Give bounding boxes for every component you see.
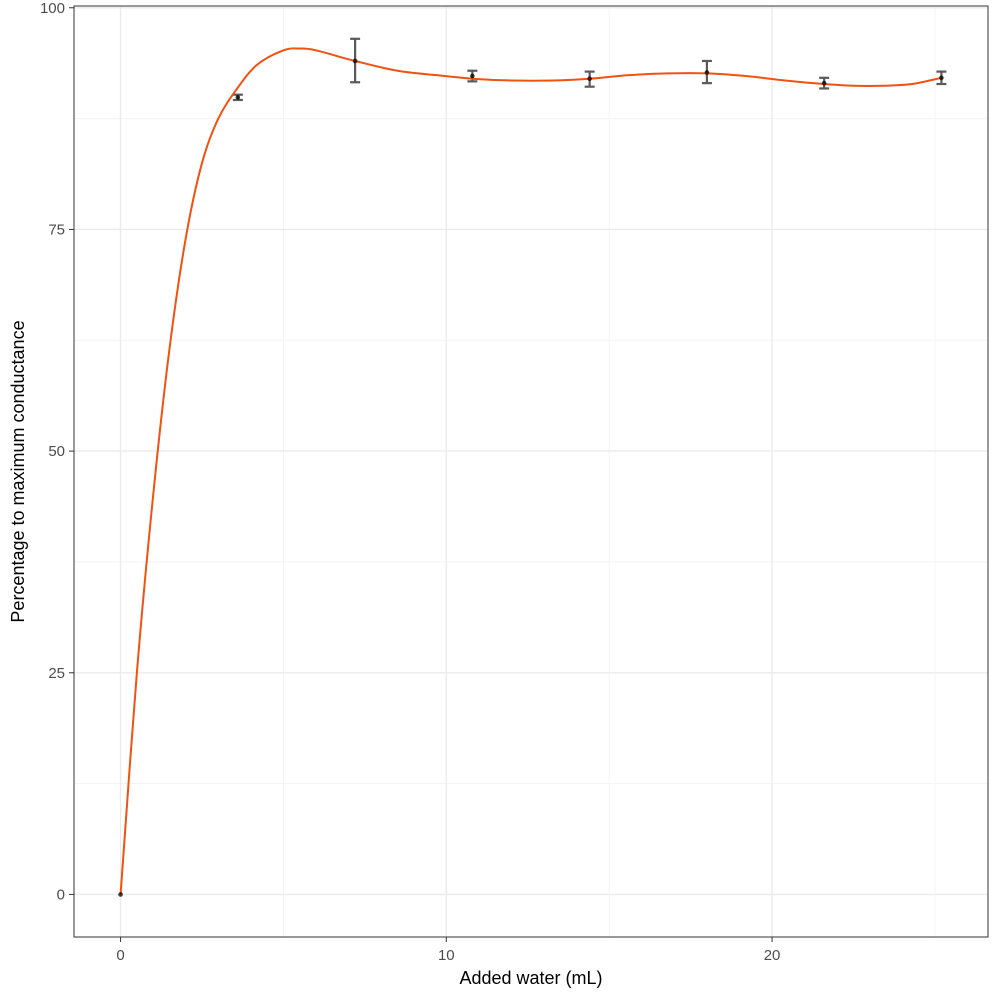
data-point: [939, 75, 944, 81]
error-bars: [232, 37, 947, 102]
panel-border: [73, 5, 989, 938]
axis-ticks: [69, 7, 773, 942]
y-tick-label: 75: [48, 221, 65, 238]
y-tick-label: 0: [57, 886, 65, 903]
x-tick-label: 0: [116, 947, 124, 964]
data-point: [821, 80, 827, 86]
x-tick-label: 10: [438, 947, 455, 964]
x-tick-labels: 0 10 20: [116, 947, 780, 964]
y-tick-label: 100: [40, 0, 65, 17]
data-point: [587, 76, 592, 82]
fit-line: [119, 47, 942, 895]
x-axis-title: Added water (mL): [459, 968, 602, 988]
x-tick-label: 20: [764, 947, 781, 964]
grid: [74, 6, 988, 937]
y-tick-labels: 0 25 50 75 100: [40, 0, 65, 903]
y-axis-title: Percentage to maximum conductance: [8, 320, 28, 622]
y-tick-label: 25: [48, 665, 65, 682]
data-point: [704, 70, 710, 75]
y-tick-label: 50: [48, 443, 65, 460]
data-point: [235, 95, 241, 100]
data-points: [118, 58, 944, 897]
data-point: [352, 58, 358, 64]
data-point: [118, 892, 123, 897]
fit-line-layer: [119, 47, 942, 895]
data-point: [470, 73, 475, 79]
